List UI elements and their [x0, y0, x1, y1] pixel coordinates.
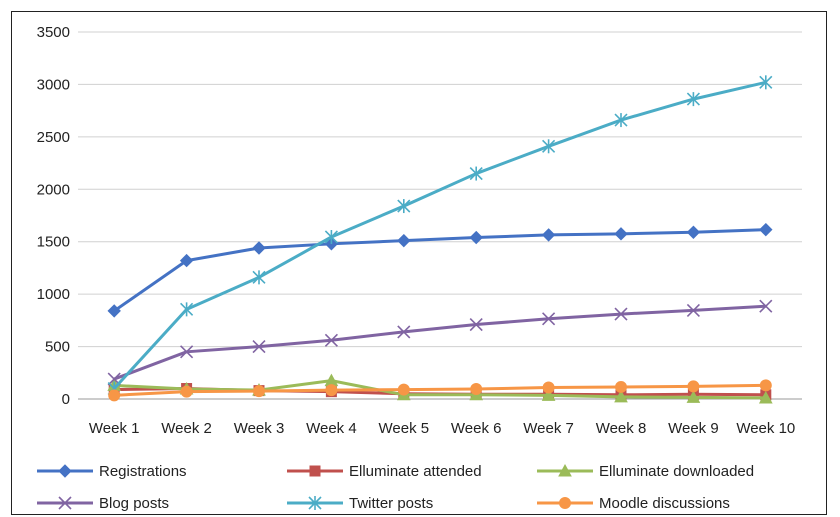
series-line: [114, 379, 766, 400]
data-point: [179, 253, 194, 268]
data-point: [252, 241, 266, 255]
x-tick-label: Week 8: [596, 420, 647, 437]
data-point: [759, 379, 772, 392]
y-tick-label: 3500: [37, 24, 70, 41]
data-point: [542, 312, 556, 326]
x-tick-label: Week 4: [306, 420, 357, 437]
data-point: [397, 199, 411, 214]
data-point: [614, 113, 628, 128]
data-point: [759, 222, 773, 237]
chart-frame: 0 500 1000 1500 2000 2500 3000 3500 Week 1 Week …: [11, 11, 827, 515]
data-point: [541, 228, 556, 242]
data-point: [686, 390, 701, 403]
x-tick-label: Week 10: [736, 420, 795, 437]
legend-marker: [308, 496, 322, 510]
data-point: [324, 333, 338, 347]
legend-item: Registrations: [37, 463, 187, 480]
data-point: [107, 304, 121, 318]
series-moodle-discussions: [108, 379, 772, 402]
legend-marker: [309, 465, 321, 477]
data-point: [759, 299, 773, 313]
data-point: [615, 380, 627, 393]
series-group: [107, 75, 773, 404]
x-tick-label: Week 5: [379, 420, 430, 437]
legend-label: Elluminate attended: [349, 463, 482, 480]
x-tick-label: Week 1: [89, 420, 140, 437]
data-point: [470, 383, 483, 396]
data-point: [397, 325, 411, 339]
y-tick-label: 500: [45, 339, 70, 356]
y-tick-label: 2500: [37, 129, 70, 146]
series-line: [113, 304, 766, 381]
data-point: [614, 307, 628, 321]
x-tick-label: Week 7: [523, 420, 574, 437]
y-tick-label: 0: [62, 391, 70, 408]
data-point: [686, 92, 700, 107]
legend-marker: [58, 464, 72, 478]
legend-label: Twitter posts: [349, 495, 433, 512]
x-axis-ticks: Week 1 Week 2 Week 3 Week 4 Week 5 Week 6 Week…: [89, 420, 795, 437]
data-point: [541, 388, 556, 401]
x-tick-label: Week 3: [234, 420, 285, 437]
data-point: [469, 230, 483, 245]
series-line: [113, 228, 766, 313]
legend-marker: [58, 496, 72, 510]
legend-label: Elluminate downloaded: [599, 463, 754, 480]
data-point: [686, 225, 701, 239]
data-point: [542, 381, 555, 394]
gridlines: [78, 31, 802, 400]
data-point: [758, 390, 773, 404]
data-point: [687, 380, 700, 393]
series-line: [114, 383, 766, 397]
data-point: [108, 389, 121, 402]
x-tick-label: Week 9: [668, 420, 719, 437]
legend: Registrations Elluminate attended Ellumina…: [37, 463, 754, 512]
legend-item: Moodle discussions: [537, 495, 730, 512]
legend-item: Blog posts: [37, 495, 169, 512]
series-blog-posts: [107, 299, 773, 386]
data-point: [397, 233, 411, 248]
y-axis-ticks: 0 500 1000 1500 2000 2500 3000 3500: [37, 24, 70, 408]
data-point: [614, 389, 628, 403]
legend-label: Blog posts: [99, 495, 169, 512]
legend-item: Elluminate downloaded: [537, 463, 754, 480]
data-point: [614, 227, 628, 241]
y-tick-label: 3000: [37, 76, 70, 93]
legend-item: Twitter posts: [287, 495, 433, 512]
legend-label: Registrations: [99, 463, 187, 480]
data-point: [252, 340, 266, 354]
data-point: [324, 229, 338, 244]
series-twitter-posts: [107, 75, 773, 396]
data-point: [469, 317, 483, 332]
series-registrations: [107, 222, 773, 318]
data-point: [253, 385, 265, 398]
y-tick-label: 2000: [37, 181, 70, 198]
y-tick-label: 1000: [37, 286, 70, 303]
y-tick-label: 1500: [37, 234, 70, 251]
x-tick-label: Week 2: [161, 420, 212, 437]
data-point: [759, 75, 773, 90]
legend-marker: [558, 463, 572, 477]
series-line: [113, 80, 767, 390]
legend-label: Moodle discussions: [599, 495, 730, 512]
x-tick-label: Week 6: [451, 420, 502, 437]
data-point: [252, 270, 266, 285]
data-point: [180, 385, 193, 398]
data-point: [686, 303, 700, 317]
legend-marker: [559, 497, 571, 509]
data-point: [542, 139, 556, 154]
data-point: [469, 166, 483, 181]
legend-item: Elluminate attended: [287, 463, 482, 480]
data-point: [397, 383, 410, 396]
data-point: [325, 384, 338, 397]
data-point: [180, 302, 194, 317]
data-point: [180, 345, 194, 359]
